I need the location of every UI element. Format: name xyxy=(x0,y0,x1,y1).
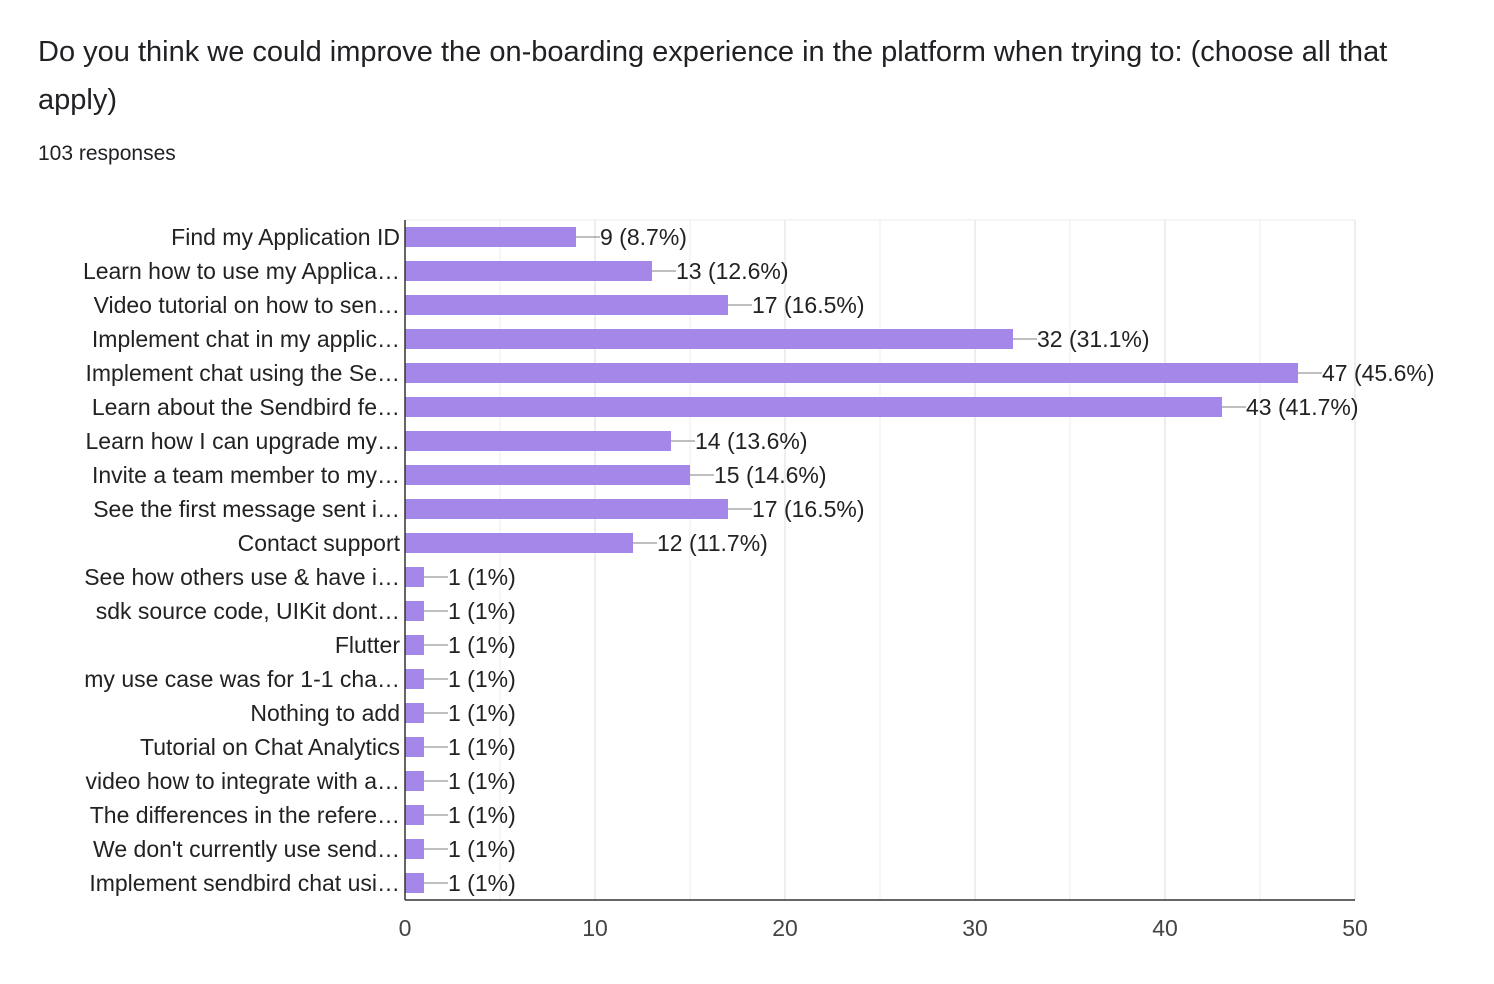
category-label: Video tutorial on how to sen… xyxy=(94,292,400,318)
data-label: 47 (45.6%) xyxy=(1322,360,1435,386)
bar xyxy=(405,295,728,315)
category-label: my use case was for 1-1 cha… xyxy=(84,666,400,692)
bar xyxy=(405,873,424,893)
category-label: The differences in the refere… xyxy=(90,802,400,828)
bar xyxy=(405,669,424,689)
data-label: 13 (12.6%) xyxy=(676,258,789,284)
data-label: 17 (16.5%) xyxy=(752,496,865,522)
data-label: 43 (41.7%) xyxy=(1246,394,1359,420)
bar xyxy=(405,465,690,485)
data-label: 1 (1%) xyxy=(448,870,516,896)
category-label: Tutorial on Chat Analytics xyxy=(140,734,400,760)
category-label: Learn about the Sendbird fe… xyxy=(92,394,400,420)
data-label: 1 (1%) xyxy=(448,768,516,794)
bar xyxy=(405,431,671,451)
bar xyxy=(405,771,424,791)
data-label: 12 (11.7%) xyxy=(657,530,768,556)
category-label: Implement chat using the Se… xyxy=(86,360,401,386)
category-label: sdk source code, UIKit dont… xyxy=(96,598,400,624)
category-label: Implement sendbird chat usi… xyxy=(89,870,400,896)
category-label: We don't currently use send… xyxy=(93,836,400,862)
category-label: Nothing to add xyxy=(250,700,400,726)
category-label: See how others use & have i… xyxy=(84,564,400,590)
response-count: 103 responses xyxy=(38,142,176,165)
bar xyxy=(405,839,424,859)
data-label: 1 (1%) xyxy=(448,598,516,624)
x-tick-label: 0 xyxy=(399,915,412,941)
bar xyxy=(405,533,633,553)
category-label: Implement chat in my applic… xyxy=(92,326,400,352)
x-tick-label: 10 xyxy=(582,915,608,941)
category-label: Flutter xyxy=(335,632,401,658)
chart-title: Do you think we could improve the on-boa… xyxy=(38,36,1388,116)
bar xyxy=(405,805,424,825)
bar xyxy=(405,397,1222,417)
bar xyxy=(405,635,424,655)
data-label: 14 (13.6%) xyxy=(695,428,808,454)
category-label: Contact support xyxy=(238,530,401,556)
data-label: 1 (1%) xyxy=(448,564,516,590)
data-label: 1 (1%) xyxy=(448,802,516,828)
data-label: 1 (1%) xyxy=(448,734,516,760)
data-label: 9 (8.7%) xyxy=(600,224,687,250)
data-label: 32 (31.1%) xyxy=(1037,326,1150,352)
category-label: Invite a team member to my… xyxy=(92,462,400,488)
category-label: Learn how I can upgrade my… xyxy=(85,428,400,454)
bar xyxy=(405,737,424,757)
data-label: 17 (16.5%) xyxy=(752,292,865,318)
data-label: 1 (1%) xyxy=(448,666,516,692)
data-label: 1 (1%) xyxy=(448,836,516,862)
bar xyxy=(405,329,1013,349)
x-tick-label: 50 xyxy=(1342,915,1368,941)
x-tick-label: 40 xyxy=(1152,915,1178,941)
x-tick-label: 30 xyxy=(962,915,988,941)
bar xyxy=(405,601,424,621)
bar xyxy=(405,499,728,519)
bar xyxy=(405,227,576,247)
category-label: See the first message sent i… xyxy=(93,496,400,522)
bar xyxy=(405,703,424,723)
bar xyxy=(405,363,1298,383)
bar xyxy=(405,261,652,281)
x-tick-label: 20 xyxy=(772,915,798,941)
category-label: Find my Application ID xyxy=(171,224,400,250)
category-label: video how to integrate with a… xyxy=(85,768,400,794)
data-label: 1 (1%) xyxy=(448,700,516,726)
data-label: 1 (1%) xyxy=(448,632,516,658)
bar xyxy=(405,567,424,587)
category-label: Learn how to use my Applica… xyxy=(83,258,400,284)
data-label: 15 (14.6%) xyxy=(714,462,827,488)
